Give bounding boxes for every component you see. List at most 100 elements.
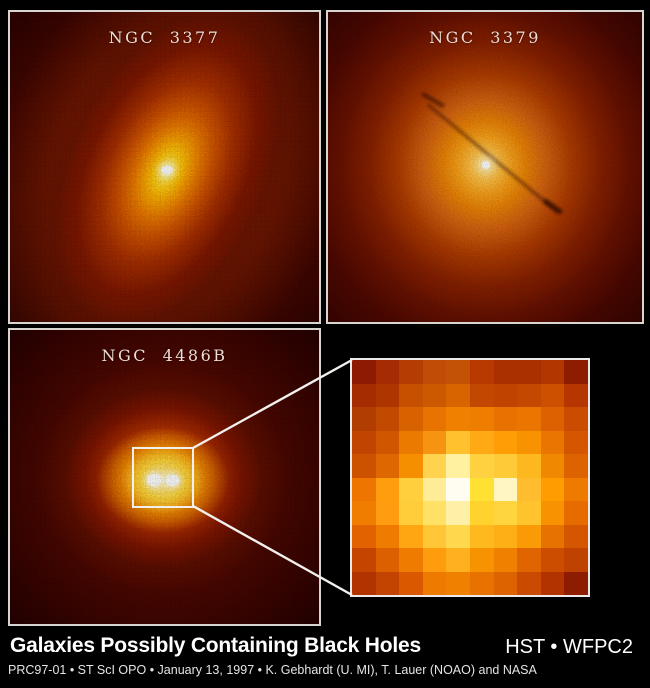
inset-pixel	[399, 407, 423, 431]
panel-title-ngc3377: NGC 3377	[108, 28, 221, 47]
inset-pixel	[540, 454, 565, 478]
inset-pixel	[375, 454, 400, 478]
inset-pixel	[352, 407, 376, 431]
inset-pixel	[470, 454, 494, 478]
inset-pixel	[422, 430, 447, 454]
inset-pixel	[446, 548, 470, 572]
inset-pixel	[470, 524, 494, 548]
panel-ngc3377: NGC 3377	[8, 10, 321, 324]
inset-pixel	[540, 383, 565, 407]
panel-ngc4486b: NGC 4486B	[8, 328, 321, 626]
inset-pixel	[352, 430, 376, 454]
inset-pixel	[399, 571, 423, 595]
instrument-label: HST • WFPC2	[505, 636, 633, 658]
inset-pixel	[375, 360, 400, 384]
inset-pixel	[399, 383, 423, 407]
inset-pixel	[493, 501, 518, 525]
inset-pixel	[399, 548, 423, 572]
inset-pixel	[493, 548, 518, 572]
inset-pixel	[517, 548, 541, 572]
inset-pixel	[564, 430, 588, 454]
inset-pixel	[470, 360, 494, 384]
inset-pixel	[446, 360, 470, 384]
inset-pixel	[422, 501, 447, 525]
galaxy-core	[161, 166, 173, 174]
inset-pixel	[517, 571, 541, 595]
inset-pixel	[564, 477, 588, 501]
inset-pixel	[470, 571, 494, 595]
inset-pixel	[422, 548, 447, 572]
inset-pixel	[422, 571, 447, 595]
inset-pixel	[446, 407, 470, 431]
inset-pixel	[399, 501, 423, 525]
inset-pixel	[422, 407, 447, 431]
inset-pixel	[540, 524, 565, 548]
panel-ngc3379: NGC 3379	[326, 10, 644, 324]
inset-pixel	[422, 454, 447, 478]
inset-pixel	[470, 430, 494, 454]
inset-pixel	[517, 383, 541, 407]
inset-pixel	[399, 360, 423, 384]
inset-pixel	[517, 501, 541, 525]
inset-zoom-panel	[350, 358, 590, 597]
inset-pixel	[422, 360, 447, 384]
inset-pixel	[352, 477, 376, 501]
inset-pixel	[540, 407, 565, 431]
inset-pixel	[352, 501, 376, 525]
inset-pixel	[352, 360, 376, 384]
inset-pixel	[446, 454, 470, 478]
inset-pixel	[564, 501, 588, 525]
inset-pixel	[446, 383, 470, 407]
inset-pixel	[375, 524, 400, 548]
inset-pixel	[352, 454, 376, 478]
inset-pixel	[540, 548, 565, 572]
inset-pixel	[352, 524, 376, 548]
inset-pixel	[375, 477, 400, 501]
panel-title-ngc3379: NGC 3379	[429, 28, 541, 47]
inset-pixel	[493, 454, 518, 478]
inset-pixel	[352, 548, 376, 572]
inset-pixel	[493, 571, 518, 595]
inset-pixel	[446, 477, 470, 501]
inset-pixel	[540, 571, 565, 595]
inset-pixel	[352, 571, 376, 595]
inset-pixel	[517, 477, 541, 501]
inset-pixel	[446, 501, 470, 525]
inset-pixel	[375, 407, 400, 431]
inset-pixel	[399, 430, 423, 454]
inset-pixel	[446, 524, 470, 548]
inset-pixel	[422, 383, 447, 407]
inset-pixel	[422, 477, 447, 501]
inset-pixel	[540, 501, 565, 525]
inset-pixel	[517, 524, 541, 548]
inset-pixel	[517, 454, 541, 478]
inset-pixel	[564, 571, 588, 595]
inset-pixel	[517, 430, 541, 454]
inset-pixel	[564, 548, 588, 572]
inset-pixel	[517, 407, 541, 431]
inset-pixel	[399, 477, 423, 501]
galaxy-core	[482, 161, 490, 169]
inset-pixel	[540, 477, 565, 501]
inset-pixel	[375, 571, 400, 595]
inset-pixel	[375, 548, 400, 572]
inset-pixel	[564, 524, 588, 548]
inset-pixel	[493, 383, 518, 407]
inset-pixel-grid	[352, 360, 588, 595]
inset-pixel	[470, 477, 494, 501]
inset-pixel	[517, 360, 541, 384]
inset-pixel	[564, 383, 588, 407]
inset-pixel	[493, 407, 518, 431]
inset-pixel	[470, 501, 494, 525]
inset-pixel	[375, 430, 400, 454]
inset-pixel	[564, 407, 588, 431]
inset-pixel	[493, 360, 518, 384]
inset-pixel	[470, 548, 494, 572]
inset-pixel	[399, 454, 423, 478]
inset-pixel	[375, 383, 400, 407]
inset-pixel	[540, 430, 565, 454]
inset-pixel	[446, 571, 470, 595]
inset-pixel	[470, 383, 494, 407]
inset-pixel	[399, 524, 423, 548]
